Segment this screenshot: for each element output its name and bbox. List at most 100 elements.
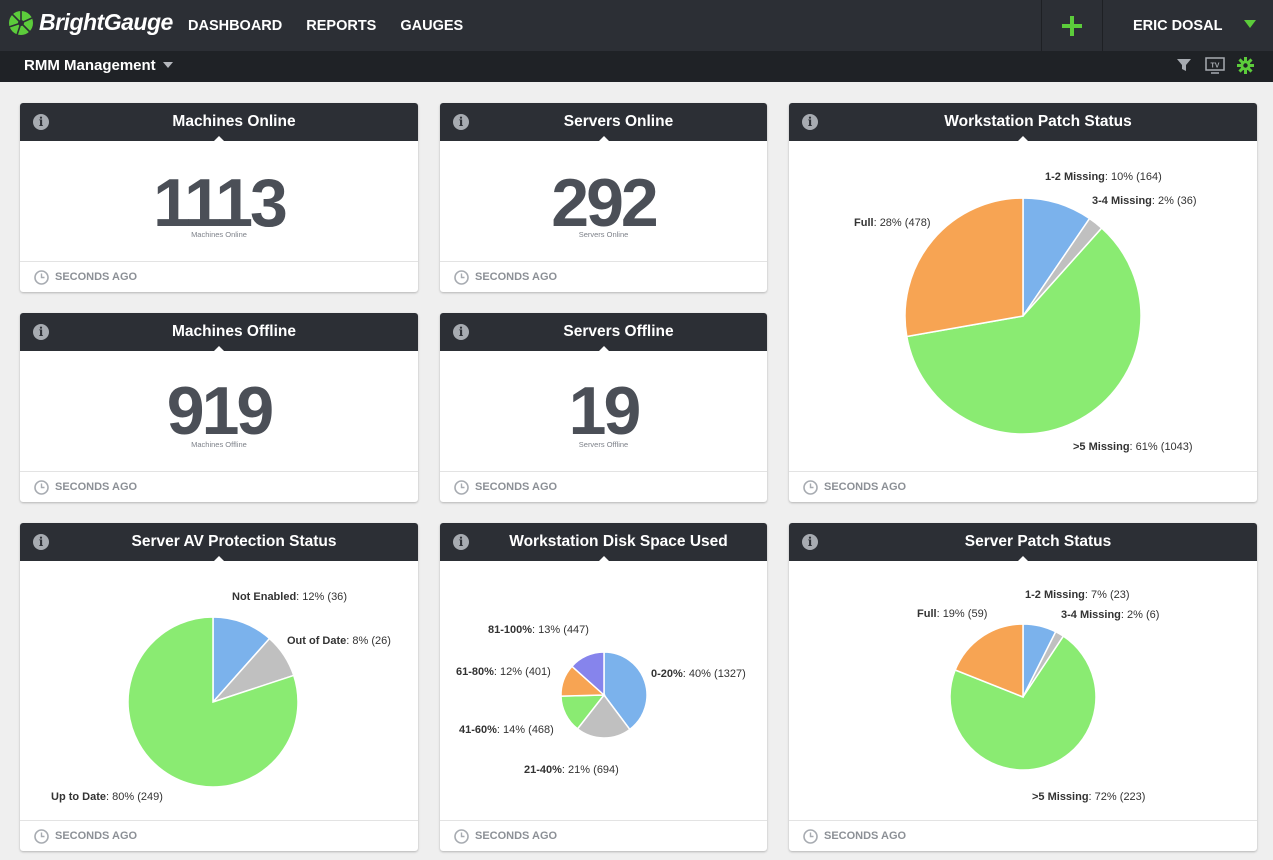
gauge-value: 919 bbox=[166, 373, 274, 449]
pie-slice-full[interactable] bbox=[904, 197, 1024, 338]
card-footer: SECONDS AGO bbox=[440, 820, 767, 851]
filter-icon[interactable] bbox=[1176, 57, 1192, 73]
clock-icon bbox=[803, 479, 818, 495]
clock-icon bbox=[454, 828, 469, 844]
card-header: i Server AV Protection Status bbox=[20, 523, 418, 562]
gear-icon[interactable] bbox=[1237, 57, 1254, 74]
caret-down-icon bbox=[162, 62, 173, 68]
card-title: Server AV Protection Status bbox=[131, 533, 337, 550]
gauge-workstation-disk-space-used[interactable]: i Workstation Disk Space Used 81-100%: 1… bbox=[440, 523, 767, 851]
logo-text: BrightGauge bbox=[39, 9, 173, 35]
pie-label: 3-4 Missing: 2% (6) bbox=[1061, 609, 1160, 621]
card-header: i Workstation Disk Space Used bbox=[440, 523, 767, 562]
pie-slice-up-to-date[interactable] bbox=[127, 616, 299, 788]
pie-label: 41-60%: 14% (468) bbox=[459, 724, 554, 736]
card-footer: SECONDS AGO bbox=[20, 261, 418, 292]
pie-slice-81-100[interactable] bbox=[570, 651, 605, 697]
card-footer: SECONDS AGO bbox=[20, 471, 418, 502]
gauge-sublabel: Machines Online bbox=[191, 230, 247, 239]
gauge-value: 292 bbox=[551, 165, 658, 241]
gauge-machines-online[interactable]: i Machines Online 1113 Machines Online S… bbox=[20, 103, 418, 292]
info-icon[interactable]: i bbox=[802, 114, 818, 130]
card-footer: SECONDS AGO bbox=[789, 820, 1257, 851]
card-header: i Machines Online bbox=[20, 103, 418, 142]
info-icon[interactable]: i bbox=[453, 534, 469, 550]
main-nav: DASHBOARD REPORTS GAUGES bbox=[188, 0, 487, 51]
gauge-machines-offline[interactable]: i Machines Offline 919 Machines Offline … bbox=[20, 313, 418, 502]
nav-reports[interactable]: REPORTS bbox=[306, 17, 377, 34]
card-title: Servers Online bbox=[563, 113, 674, 130]
tv-icon[interactable]: TV bbox=[1205, 57, 1225, 75]
pie-label: 61-80%: 12% (401) bbox=[456, 666, 551, 678]
info-icon[interactable]: i bbox=[33, 534, 49, 550]
add-button[interactable] bbox=[1041, 0, 1103, 51]
clock-icon bbox=[454, 269, 469, 285]
pie-label: Up to Date: 80% (249) bbox=[51, 791, 163, 803]
pie-label: 81-100%: 13% (447) bbox=[488, 624, 589, 636]
pie-label: 3-4 Missing: 2% (36) bbox=[1092, 195, 1197, 207]
gauge-workstation-patch-status[interactable]: i Workstation Patch Status 1-2 Missing: … bbox=[789, 103, 1257, 502]
gauge-servers-online[interactable]: i Servers Online 292 Servers Online SECO… bbox=[440, 103, 767, 292]
gauge-server-patch-status[interactable]: i Server Patch Status 1-2 Missing: 7% (2… bbox=[789, 523, 1257, 851]
pie-label: Full: 19% (59) bbox=[917, 608, 988, 620]
dashboard-selector[interactable]: RMM Management bbox=[24, 57, 173, 74]
gauge-server-av-protection-status[interactable]: i Server AV Protection Status Not Enable… bbox=[20, 523, 418, 851]
gauge-servers-offline[interactable]: i Servers Offline 19 Servers Offline SEC… bbox=[440, 313, 767, 502]
card-header: i Machines Offline bbox=[20, 313, 418, 352]
info-icon[interactable]: i bbox=[802, 534, 818, 550]
info-icon[interactable]: i bbox=[453, 324, 469, 340]
last-updated: SECONDS AGO bbox=[824, 481, 907, 493]
info-icon[interactable]: i bbox=[33, 114, 49, 130]
nav-gauges[interactable]: GAUGES bbox=[400, 17, 464, 34]
user-menu[interactable]: ERIC DOSAL bbox=[1133, 0, 1222, 51]
pie-slice-full[interactable] bbox=[954, 623, 1024, 699]
logo-icon bbox=[8, 10, 33, 35]
pie-slice-0-20[interactable] bbox=[603, 651, 648, 731]
pie-label: Full: 28% (478) bbox=[854, 217, 931, 229]
card-title: Workstation Disk Space Used bbox=[509, 533, 728, 550]
info-icon[interactable]: i bbox=[453, 114, 469, 130]
pie-label: Out of Date: 8% (26) bbox=[287, 635, 391, 647]
chevron-down-icon[interactable] bbox=[1243, 19, 1257, 29]
pie-slice-21-40[interactable] bbox=[576, 693, 631, 739]
card-footer: SECONDS AGO bbox=[440, 471, 767, 502]
card-footer: SECONDS AGO bbox=[20, 820, 418, 851]
gauge-value: 1113 bbox=[153, 165, 288, 241]
clock-icon bbox=[34, 828, 49, 844]
card-header: i Server Patch Status bbox=[789, 523, 1257, 562]
last-updated: SECONDS AGO bbox=[55, 481, 138, 493]
pie-label: 21-40%: 21% (694) bbox=[524, 764, 619, 776]
pie-slice-5-missing[interactable] bbox=[905, 227, 1142, 435]
top-navigation-bar: BrightGauge DASHBOARD REPORTS GAUGES ERI… bbox=[0, 0, 1273, 51]
pie-chart bbox=[949, 623, 1097, 771]
card-footer: SECONDS AGO bbox=[789, 471, 1257, 502]
card-title: Servers Offline bbox=[563, 323, 674, 340]
card-footer: SECONDS AGO bbox=[440, 261, 767, 292]
pie-label: 1-2 Missing: 10% (164) bbox=[1045, 171, 1162, 183]
card-title: Workstation Patch Status bbox=[944, 113, 1132, 130]
plus-icon bbox=[1062, 15, 1082, 36]
card-header: i Servers Online bbox=[440, 103, 767, 142]
pie-label: Not Enabled: 12% (36) bbox=[232, 591, 347, 603]
info-icon[interactable]: i bbox=[33, 324, 49, 340]
last-updated: SECONDS AGO bbox=[475, 481, 558, 493]
card-header: i Workstation Patch Status bbox=[789, 103, 1257, 142]
card-title: Machines Online bbox=[172, 113, 296, 130]
card-title: Server Patch Status bbox=[964, 533, 1112, 550]
nav-dashboard[interactable]: DASHBOARD bbox=[188, 17, 283, 34]
brightgauge-logo[interactable]: BrightGauge bbox=[8, 9, 173, 36]
pie-chart bbox=[127, 616, 299, 788]
pie-slice-5-missing[interactable] bbox=[949, 635, 1097, 771]
gauge-sublabel: Machines Offline bbox=[191, 440, 247, 449]
pie-chart bbox=[904, 197, 1142, 435]
card-title: Machines Offline bbox=[171, 323, 297, 340]
clock-icon bbox=[34, 479, 49, 495]
gauge-value: 19 bbox=[568, 373, 642, 449]
svg-text:TV: TV bbox=[1211, 63, 1220, 70]
pie-label: >5 Missing: 72% (223) bbox=[1032, 791, 1146, 803]
pie-slice-not-enabled[interactable] bbox=[212, 616, 271, 704]
clock-icon bbox=[454, 479, 469, 495]
clock-icon bbox=[803, 828, 818, 844]
gauge-sublabel: Servers Online bbox=[578, 230, 629, 239]
last-updated: SECONDS AGO bbox=[55, 830, 138, 842]
